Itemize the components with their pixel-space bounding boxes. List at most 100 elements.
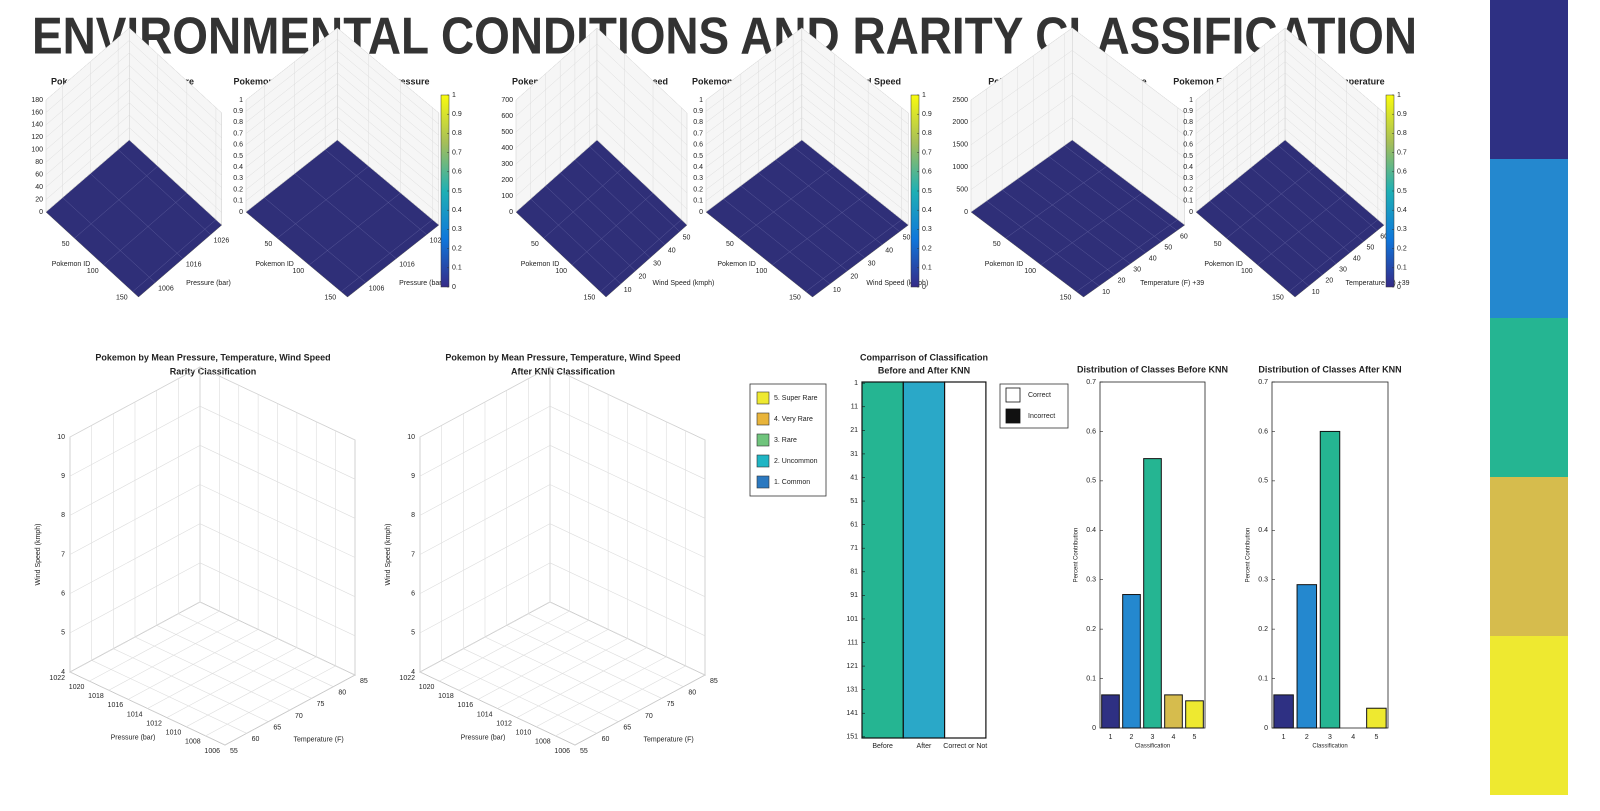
grid-line	[245, 39, 338, 112]
y-tick-label: 55	[580, 748, 588, 755]
x-tick-label: 1006	[204, 748, 220, 755]
bar	[1122, 594, 1141, 729]
z-tick-label: 80	[35, 159, 43, 166]
chart-title: Comparrison of Classification	[860, 352, 988, 362]
grid-line	[245, 50, 338, 123]
z-tick-label: 0	[239, 209, 243, 216]
x-tick-label: Before	[872, 743, 893, 750]
z-tick-label: 7	[61, 551, 65, 558]
chart-title: Pokemon by Mean Pressure, Temperature, W…	[445, 352, 680, 362]
grid-line	[45, 77, 130, 150]
grid-line	[596, 91, 688, 178]
x-tick-label: 150	[116, 294, 128, 301]
x-tick-label: 150	[584, 294, 596, 301]
grid-line	[245, 61, 338, 134]
z-tick-label: 0.9	[693, 108, 703, 115]
legend-swatch	[756, 433, 770, 447]
y-tick-label: 20	[638, 274, 646, 281]
z-tick-label: 2500	[952, 97, 968, 104]
x-tick-label: 1014	[127, 711, 143, 718]
z-tick-label: 400	[501, 145, 513, 152]
y-tick-label: 80	[688, 690, 696, 697]
z-tick-label: 100	[501, 193, 513, 200]
y-tick-label: 1016	[399, 261, 415, 268]
y-tick-label: 65	[623, 725, 631, 732]
x-axis-label: Pressure (bar)	[111, 735, 156, 742]
x-tick-label: 1020	[69, 684, 85, 691]
x-tick-label: 1	[1282, 734, 1286, 741]
grid-line	[1284, 95, 1385, 181]
y-tick-label: 1006	[369, 285, 385, 292]
colorbar-label: 0.5	[452, 188, 462, 195]
z-tick-label: 10	[407, 434, 415, 441]
grid-line	[801, 61, 909, 147]
z-tick-label: 4	[411, 669, 415, 676]
z-tick-label: 10	[57, 434, 65, 441]
colorbar-label: 0.1	[452, 265, 462, 272]
grid-line	[277, 165, 369, 239]
grid-line	[337, 128, 440, 214]
z-tick-label: 0.1	[693, 198, 703, 205]
y-tick-label: 30	[653, 261, 661, 268]
bar	[1101, 694, 1120, 729]
z-tick-label: 1000	[952, 164, 968, 171]
grid-line	[596, 27, 688, 114]
grid-line	[1017, 178, 1131, 264]
grid-line	[600, 219, 682, 292]
y-tick-label: 40	[1149, 256, 1157, 263]
heatmap-column	[861, 381, 904, 739]
y-tick-label: 40	[668, 247, 676, 254]
grid-line	[129, 127, 222, 213]
colorbar-label: 0.4	[922, 207, 932, 214]
legend-swatch	[756, 391, 770, 405]
x-tick-label: 2	[1305, 734, 1309, 741]
grid-line	[515, 43, 598, 117]
grid-line	[1284, 139, 1385, 226]
y-axis-label: Pressure (bar)	[399, 280, 444, 287]
grid-line	[801, 95, 909, 181]
grid-line	[156, 625, 312, 699]
y-tick-label: 131	[846, 687, 858, 694]
y-tick-label: 121	[846, 663, 858, 670]
y-tick-label: 20	[1118, 278, 1126, 285]
y-tick-label: 10	[1102, 289, 1110, 296]
y-tick-label: 1026	[430, 237, 446, 244]
grid-line	[419, 671, 576, 746]
grid-line	[245, 106, 338, 179]
legend-swatch	[756, 412, 770, 426]
z-tick-label: 0.3	[1183, 175, 1193, 182]
y-tick-label: 50	[1164, 244, 1172, 251]
y-tick-label: 50	[903, 234, 911, 241]
grid-line	[970, 50, 1073, 123]
z-tick-label: 7	[411, 551, 415, 558]
bar	[1143, 458, 1162, 729]
x-tick-label: 100	[1024, 268, 1036, 275]
colorbar-label: 0.1	[922, 265, 932, 272]
grid-line	[245, 117, 338, 190]
x-tick-label: 50	[726, 241, 734, 248]
grid-line	[1284, 61, 1385, 147]
colorbar-label: 0	[922, 284, 926, 291]
x-tick-label: 4	[1172, 734, 1176, 741]
x-tick-label: 1018	[438, 693, 454, 700]
grid-line	[515, 91, 598, 165]
x-tick-label: 1012	[146, 720, 162, 727]
z-tick-label: 0.4	[693, 164, 703, 171]
grid-line	[1195, 128, 1286, 201]
y-tick-label: 0.4	[1258, 527, 1268, 534]
x-tick-label: 150	[324, 294, 336, 301]
x-tick-label: 1016	[108, 702, 124, 709]
y-tick-label: 0	[1092, 725, 1096, 732]
z-tick-label: 0.2	[1183, 186, 1193, 193]
y-tick-label: 60	[252, 736, 260, 743]
grid-line	[801, 139, 909, 226]
grid-line	[1005, 165, 1108, 239]
z-tick-label: 0.5	[1183, 153, 1193, 160]
grid-line	[775, 159, 883, 245]
colorbar-label: 0.6	[452, 169, 462, 176]
z-tick-label: 9	[61, 473, 65, 480]
grid-line	[129, 102, 222, 188]
y-tick-label: 20	[1325, 278, 1333, 285]
grid-line	[264, 197, 366, 283]
colorbar-label: 0.7	[1397, 149, 1407, 156]
